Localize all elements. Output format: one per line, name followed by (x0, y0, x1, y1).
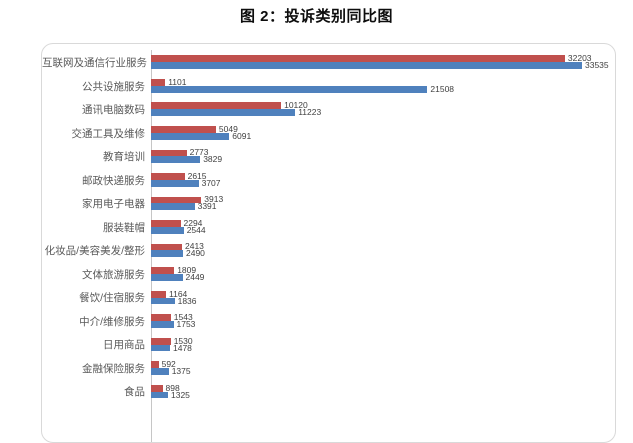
bar-blue (151, 321, 174, 328)
value-label-blue: 1478 (173, 342, 192, 353)
chart-row: 互联网及通信行业服务 32203 33535 (42, 52, 615, 76)
bar-blue (151, 179, 199, 187)
bar-red (151, 314, 171, 322)
category-label: 邮政快递服务 (82, 174, 145, 187)
chart-row: 邮政快递服务 2615 3707 (42, 170, 615, 194)
chart-row: 服装鞋帽 2294 2544 (42, 217, 615, 241)
chart-frame: 互联网及通信行业服务 32203 33535 公共设施服务 1101 21508 通讯电脑数… (41, 43, 616, 443)
value-label-blue: 2544 (186, 224, 206, 235)
bar-blue (151, 250, 183, 258)
value-label-blue: 2449 (185, 271, 205, 282)
chart-row: 家用电子电器 3913 3391 (42, 193, 615, 217)
bar-blue (151, 132, 230, 140)
value-label-red: 2773 (189, 147, 209, 158)
value-label-blue: 3829 (203, 154, 223, 165)
bar-red (151, 149, 187, 157)
category-label: 家用电子电器 (82, 198, 145, 211)
bar-blue (151, 297, 175, 305)
chart-row: 化妆品/美容美发/整形 2413 2490 (42, 240, 615, 264)
category-label: 金融保险服务 (82, 362, 145, 375)
value-label-blue: 11223 (298, 107, 322, 118)
category-label: 教育培训 (103, 151, 145, 164)
chart-row: 教育培训 2773 3829 (42, 146, 615, 170)
bar-blue (151, 156, 201, 164)
bar-blue (151, 273, 183, 281)
value-label-blue: 2490 (186, 248, 205, 259)
value-label-red: 592 (161, 359, 176, 370)
category-label: 交通工具及维修 (71, 127, 146, 140)
value-label-blue: 1375 (171, 366, 191, 377)
bar-red (151, 125, 216, 133)
bar-red (151, 220, 181, 227)
value-label-red: 1530 (173, 335, 193, 346)
category-label: 公共设施服务 (82, 80, 145, 93)
category-label: 日用商品 (103, 339, 145, 352)
bar-red (151, 337, 171, 345)
chart-row: 公共设施服务 1101 21508 (42, 76, 615, 100)
category-label: 餐饮/住宿服务 (79, 292, 145, 305)
bar-red (151, 78, 166, 86)
bar-red (151, 361, 159, 369)
category-label: 互联网及通信行业服务 (42, 57, 147, 69)
chart-row: 通讯电脑数码 10120 11223 (42, 99, 615, 123)
chart-row: 文体旅游服务 1809 2449 (42, 264, 615, 288)
value-label-blue: 33535 (585, 60, 609, 71)
value-label-red: 2615 (187, 170, 207, 181)
bar-blue (151, 85, 428, 93)
bar-red (151, 55, 565, 63)
category-label: 文体旅游服务 (82, 268, 145, 281)
value-label-red: 10120 (284, 100, 308, 111)
chart-row: 日用商品 1530 1478 (42, 334, 615, 358)
chart-row: 交通工具及维修 5049 6091 (42, 123, 615, 147)
chart-title: 图 2：投诉类别同比图 (239, 8, 393, 25)
chart-row: 中介/维修服务 1543 1753 (42, 311, 615, 335)
bar-red (151, 173, 185, 180)
value-label-blue: 3391 (197, 201, 217, 212)
category-label: 通讯电脑数码 (82, 104, 145, 117)
category-label: 化妆品/美容美发/整形 (44, 245, 145, 258)
bar-blue (151, 344, 170, 352)
bar-red (151, 384, 163, 392)
bar-red (151, 267, 175, 274)
category-label: 中介/维修服务 (79, 315, 145, 328)
bar-blue (151, 203, 195, 211)
value-label-blue: 1753 (176, 319, 196, 330)
bar-blue (151, 391, 168, 399)
bar-blue (151, 62, 582, 69)
value-label-red: 32203 (567, 53, 592, 64)
value-label-blue: 1325 (171, 389, 190, 400)
value-label-blue: 21508 (430, 83, 455, 94)
value-label-blue: 3707 (201, 177, 221, 188)
bar-red (151, 243, 182, 251)
value-label-red: 2413 (185, 241, 204, 252)
category-label: 食品 (124, 386, 145, 399)
value-label-red: 1101 (168, 76, 187, 87)
value-label-red: 1164 (169, 288, 188, 299)
chart-rows: 互联网及通信行业服务 32203 33535 公共设施服务 1101 21508 通讯电脑数… (42, 44, 615, 405)
value-label-red: 3913 (204, 194, 224, 205)
chart-row: 金融保险服务 592 1375 (42, 358, 615, 382)
bar-red (151, 102, 282, 110)
bar-red (151, 196, 202, 204)
value-label-red: 1543 (173, 312, 193, 323)
bar-blue (151, 109, 296, 117)
value-label-red: 5049 (218, 123, 238, 134)
value-label-red: 2294 (183, 217, 203, 228)
value-label-red: 1809 (177, 264, 197, 275)
value-label-blue: 6091 (232, 130, 252, 141)
value-label-red: 898 (165, 382, 180, 393)
value-label-blue: 1836 (177, 295, 197, 306)
bar-red (151, 290, 166, 298)
chart-row: 食品 898 1325 (42, 381, 615, 405)
bar-blue (151, 368, 169, 375)
chart-row: 餐饮/住宿服务 1164 1836 (42, 287, 615, 311)
category-label: 服装鞋帽 (103, 221, 145, 234)
bar-blue (151, 226, 184, 234)
